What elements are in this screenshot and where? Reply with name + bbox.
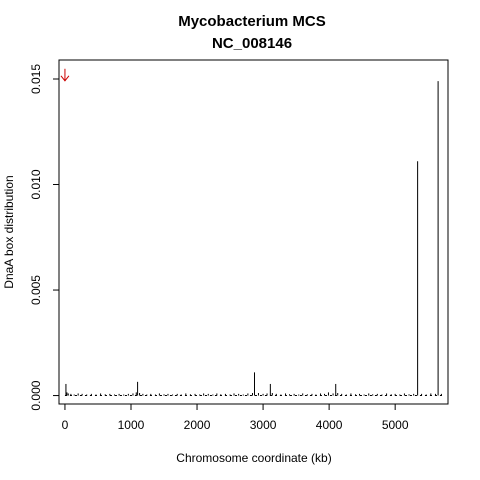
y-tick-label: 0.015 xyxy=(29,64,43,94)
y-tick-label: 0.000 xyxy=(29,380,43,410)
chart-subtitle: NC_008146 xyxy=(212,35,292,52)
x-axis-label: Chromosome coordinate (kb) xyxy=(176,451,331,465)
plot-frame xyxy=(58,59,449,405)
arrow-head xyxy=(60,75,70,82)
x-tick-label: 0 xyxy=(62,418,69,432)
x-tick-label: 5000 xyxy=(382,418,409,432)
y-tick-label: 0.010 xyxy=(29,169,43,199)
y-axis-label: DnaA box distribution xyxy=(2,175,16,288)
x-tick-label: 4000 xyxy=(316,418,343,432)
origin-marker xyxy=(60,68,70,82)
x-axis: 0 1000 2000 3000 4000 5000 xyxy=(62,403,409,432)
data-bars xyxy=(64,81,444,397)
y-tick-label: 0.005 xyxy=(29,275,43,305)
chart-title: Mycobacterium MCS xyxy=(178,13,326,30)
x-tick-label: 3000 xyxy=(250,418,277,432)
y-axis: 0.000 0.005 0.010 0.015 xyxy=(29,64,60,411)
x-tick-label: 1000 xyxy=(118,418,145,432)
x-tick-label: 2000 xyxy=(184,418,211,432)
